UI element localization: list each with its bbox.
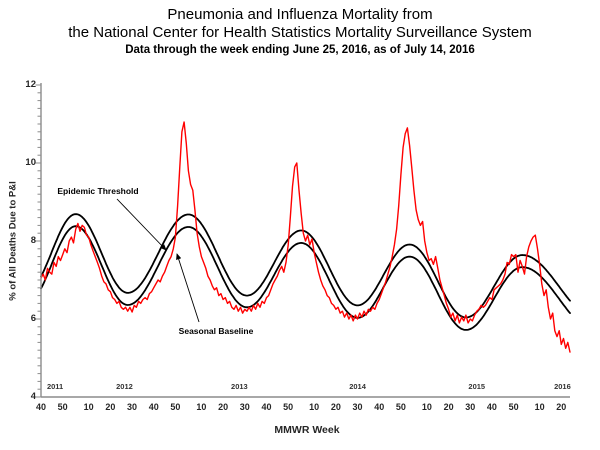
x-tick-label: 50 [170,402,181,412]
x-tick-label: 10 [534,402,545,412]
x-tick-label: 30 [352,402,363,412]
y-tick-label: 6 [30,313,36,324]
annotation-arrow [176,253,200,323]
x-tick-label: 20 [105,402,116,412]
year-label: 2014 [349,382,366,391]
annotation-seasonal-baseline: Seasonal Baseline [178,326,254,336]
chart-title-line2: the National Center for Health Statistic… [68,24,532,41]
year-label: 2011 [46,382,64,391]
x-tick-label: 20 [556,402,567,412]
y-tick-label: 10 [25,157,36,168]
seasonal-baseline-line [40,225,571,331]
chart-subtitle: Data through the week ending June 25, 20… [125,44,475,56]
annotation-arrows [116,198,200,323]
x-tick-label: 10 [309,402,320,412]
y-tick-label: 4 [30,391,36,402]
x-axis-title: MMWR Week [274,424,340,436]
x-tick-label: 40 [261,402,272,412]
year-label: 2016 [554,382,571,391]
x-tick-label: 20 [330,402,341,412]
x-tick-label: 30 [127,402,138,412]
year-label: 2015 [468,382,486,391]
x-tick-label: 50 [508,402,519,412]
year-label: 2012 [116,382,133,391]
x-tick-label: 10 [421,402,432,412]
x-tick-label: 40 [486,402,497,412]
x-tick-label: 10 [196,402,207,412]
x-tick-label: 40 [374,402,385,412]
observed-mortality-line [40,121,571,353]
x-tick-label: 20 [443,402,454,412]
x-tick-label: 30 [239,402,250,412]
x-tick-label: 10 [83,402,94,412]
x-tick-label: 50 [57,402,68,412]
chart-title-line1: Pneumonia and Influenza Mortality from [167,6,433,23]
annotation-arrow [116,198,167,251]
axis-ticks [35,84,41,398]
annotation-epidemic-threshold: Epidemic Threshold [57,186,139,196]
y-tick-label: 12 [25,79,36,90]
y-tick-label: 8 [30,235,36,246]
x-tick-label: 50 [395,402,406,412]
x-tick-label: 40 [148,402,159,412]
title-block: Pneumonia and Influenza Mortality from t… [0,6,600,58]
x-tick-label: 40 [35,402,46,412]
year-label: 2013 [231,382,248,391]
axis-lines [40,83,570,398]
x-tick-label: 20 [218,402,229,412]
data-series [40,121,571,353]
x-tick-label: 30 [465,402,476,412]
x-tick-label: 50 [283,402,294,412]
